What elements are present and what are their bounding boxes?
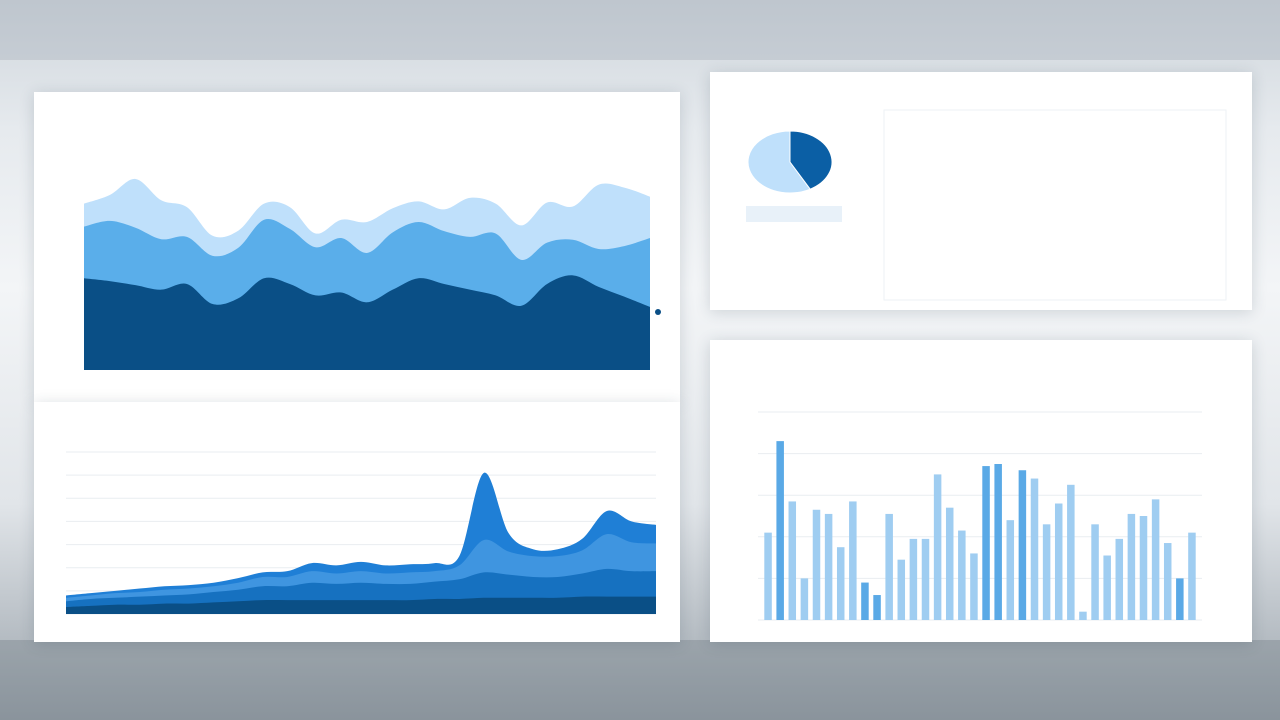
bar bbox=[909, 538, 918, 620]
stacked-area-chart bbox=[84, 178, 661, 370]
bar bbox=[1163, 543, 1172, 620]
bar bbox=[788, 501, 797, 620]
pie-label-box bbox=[746, 206, 842, 222]
bar bbox=[970, 553, 978, 620]
rising-area-panel bbox=[34, 402, 680, 642]
bar bbox=[1054, 503, 1063, 620]
bar bbox=[945, 507, 954, 620]
rising-area-chart bbox=[66, 451, 656, 615]
bar bbox=[1127, 513, 1136, 620]
bar bbox=[836, 547, 845, 620]
bar bbox=[849, 501, 857, 620]
background-floor-band bbox=[0, 640, 1280, 720]
bar bbox=[861, 582, 869, 620]
bar bbox=[933, 474, 942, 620]
bar bbox=[1103, 555, 1111, 620]
bar bbox=[958, 530, 966, 620]
bar bbox=[982, 466, 990, 620]
bar bbox=[1115, 538, 1124, 620]
bar bbox=[921, 538, 930, 620]
pie-chart-section bbox=[746, 109, 1227, 301]
area-series-dark bbox=[84, 275, 650, 370]
bar bbox=[776, 441, 784, 620]
bar bbox=[994, 464, 1002, 620]
bar bbox=[1176, 578, 1184, 620]
pie-slice bbox=[747, 130, 812, 194]
text-box bbox=[883, 109, 1227, 301]
bar bbox=[1018, 470, 1027, 620]
background-window-band bbox=[0, 0, 1280, 60]
bar bbox=[1067, 484, 1075, 620]
bar bbox=[1006, 520, 1015, 620]
series-end-marker bbox=[655, 309, 661, 315]
bar bbox=[764, 532, 772, 620]
pie-slice bbox=[789, 130, 833, 190]
bar-chart-panel bbox=[710, 340, 1252, 642]
bar bbox=[885, 513, 893, 620]
summary-panel bbox=[710, 72, 1252, 310]
bar bbox=[1030, 478, 1039, 620]
bar bbox=[1151, 499, 1160, 620]
bar bbox=[812, 509, 821, 620]
bar bbox=[1139, 516, 1148, 620]
bar bbox=[897, 559, 906, 620]
bar bbox=[1042, 524, 1051, 620]
bar bbox=[1079, 611, 1087, 620]
bar bbox=[824, 513, 833, 620]
bar bbox=[1091, 524, 1099, 620]
bar-chart bbox=[758, 411, 1202, 621]
bar bbox=[1188, 532, 1196, 620]
bar bbox=[873, 595, 881, 620]
bar bbox=[800, 578, 809, 620]
stacked-area-panel bbox=[34, 92, 680, 402]
area-series-1 bbox=[66, 596, 656, 614]
